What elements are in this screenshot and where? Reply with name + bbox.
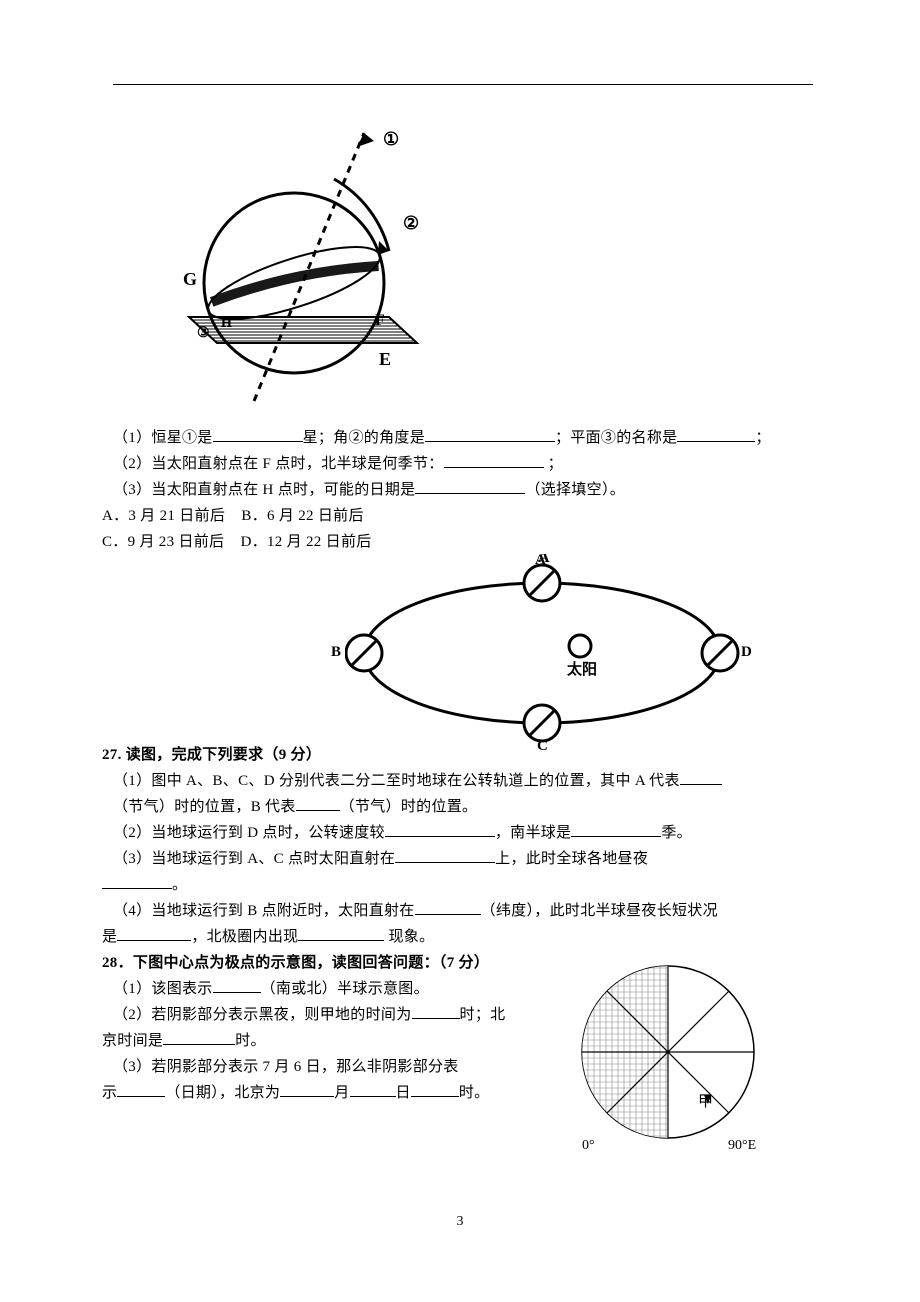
- q26-l1-b: 星；角②的角度是: [303, 430, 425, 446]
- figure-q26: ① ② G H F E ③: [179, 121, 434, 402]
- blank: [163, 1030, 235, 1045]
- page-number: 3: [0, 1214, 920, 1230]
- q26-l2-a: （2）当太阳直射点在 F 点时，北半球是何季节：: [113, 456, 444, 472]
- q27-line1: （1）图中 A、B、C、D 分别代表二分二至时地球在公转轨道上的位置，其中 A …: [113, 768, 825, 794]
- q27-l3a: （2）当地球运行到 D 点时，公转速度较: [113, 825, 385, 841]
- fig1-label-F: F: [375, 312, 385, 329]
- q26-l1-a: （1）恒星①是: [113, 430, 213, 446]
- q27-line3: （2）当地球运行到 D 点时，公转速度较 ，南半球是 季。: [113, 820, 825, 846]
- fig1-label-G: G: [183, 269, 197, 289]
- q27-l7a: 是: [102, 929, 117, 945]
- q28-l3b: 时。: [235, 1033, 266, 1049]
- q27-l5b: 。: [172, 877, 187, 893]
- blank: [117, 1082, 165, 1097]
- page-top-rule: [113, 84, 813, 85]
- fig1-label-1: ①: [383, 129, 399, 149]
- blank: [213, 978, 261, 993]
- q27-line6: （4）当地球运行到 B 点附近时，太阳直射在 （纬度），此时北半球昼夜长短状况: [113, 898, 825, 924]
- blank: [680, 770, 722, 785]
- q26-opt-b: B．6 月 22 日前后: [241, 508, 363, 524]
- q27-line2: （节气）时的位置，B 代表 （节气）时的位置。: [113, 794, 825, 820]
- fig3-jia: 甲: [698, 1090, 713, 1111]
- q26-line2: （2）当太阳直射点在 F 点时，北半球是何季节： ；: [113, 451, 825, 477]
- q28-line4: （3）若阴影部分表示 7 月 6 日，那么非阴影部分表: [113, 1054, 546, 1080]
- q28-l5e: 时。: [459, 1085, 490, 1101]
- blank: [677, 427, 755, 442]
- q28-l3a: 京时间是: [102, 1033, 163, 1049]
- q28-line5: 示 （日期），北京为 月 日 时。: [102, 1080, 535, 1106]
- blank: [411, 1082, 459, 1097]
- blank: [395, 848, 495, 863]
- q28-l5d: 日: [396, 1085, 411, 1101]
- q28-l5b: （日期），北京为: [165, 1085, 280, 1101]
- q27-line5: 。: [102, 872, 814, 898]
- q26-l1-c: ；平面③的名称是: [555, 430, 677, 446]
- blank: [296, 796, 340, 811]
- q28-l1a: （1）该图表示: [113, 981, 213, 997]
- q28-l5a: 示: [102, 1085, 117, 1101]
- q26-opt-c: C．9 月 23 日前后: [102, 534, 224, 550]
- q27-l7c: 现象。: [384, 929, 434, 945]
- blank: [298, 926, 384, 941]
- blank: [415, 900, 481, 915]
- q26-opt-a: A．3 月 21 日前后: [102, 508, 225, 524]
- blank: [415, 479, 525, 494]
- blank: [385, 822, 495, 837]
- fig1-label-3: ③: [197, 326, 210, 341]
- blank: [280, 1082, 334, 1097]
- q28-line1: （1）该图表示 （南或北）半球示意图。: [113, 976, 546, 1002]
- fig1-label-E: E: [379, 349, 391, 369]
- fig2-B: B: [331, 644, 341, 661]
- q26-l3-a: （3）当太阳直射点在 H 点时，可能的日期是: [113, 482, 415, 498]
- q28-l5c: 月: [334, 1085, 349, 1101]
- blank: [350, 1082, 396, 1097]
- q27-l3c: 季。: [661, 825, 692, 841]
- q27-l2b: （节气）时的位置。: [340, 799, 478, 815]
- q27-heading: 27. 读图，完成下列要求（9 分）: [102, 742, 814, 768]
- fig3-90e: 90°E: [728, 1138, 756, 1154]
- figure-q27: 太阳 A A B C D: [345, 554, 740, 750]
- q27-l7b: ，北极圈内出现: [191, 929, 298, 945]
- q27-l4b: 上，此时全球各地昼夜: [495, 851, 648, 867]
- blank: [102, 874, 172, 889]
- q26-l1-d: ；: [755, 430, 770, 446]
- fig1-label-2: ②: [403, 213, 419, 233]
- blank: [444, 453, 544, 468]
- fig2-D: D: [741, 644, 752, 661]
- blank: [213, 427, 303, 442]
- fig3-0deg: 0°: [582, 1138, 595, 1154]
- blank: [412, 1004, 460, 1019]
- q28-line3: 京时间是 时。: [102, 1028, 535, 1054]
- fig1-label-H: H: [221, 316, 232, 331]
- blank: [117, 926, 191, 941]
- q26-line3: （3）当太阳直射点在 H 点时，可能的日期是 （选择填空）。: [113, 477, 825, 503]
- q27-l6b: （纬度），此时北半球昼夜长短状况: [481, 903, 718, 919]
- q27-l1: （1）图中 A、B、C、D 分别代表二分二至时地球在公转轨道上的位置，其中 A …: [113, 773, 680, 789]
- fig2-A: A: [535, 552, 546, 569]
- svg-text:太阳: 太阳: [567, 660, 597, 678]
- q28-l2a: （2）若阴影部分表示黑夜，则甲地的时间为: [113, 1007, 412, 1023]
- q27-l3b: ，南半球是: [495, 825, 572, 841]
- q26-opt-d: D．12 月 22 日前后: [241, 534, 372, 550]
- q28-line2: （2）若阴影部分表示黑夜，则甲地的时间为 时；北: [113, 1002, 546, 1028]
- q26-l2-b: ；: [544, 456, 563, 472]
- q27-l2a: （节气）时的位置，B 代表: [113, 799, 296, 815]
- q27-line7: 是 ，北极圈内出现 现象。: [102, 924, 814, 950]
- q26-l3-b: （选择填空）。: [525, 482, 625, 498]
- q26-line1: （1）恒星①是 星；角②的角度是 ；平面③的名称是 ；: [113, 425, 825, 451]
- blank: [571, 822, 661, 837]
- blank: [425, 427, 555, 442]
- q27-l6a: （4）当地球运行到 B 点附近时，太阳直射在: [113, 903, 415, 919]
- figure-q28: 0° 甲 90°E: [558, 962, 798, 1162]
- q26-options-row1: A．3 月 21 日前后 B．6 月 22 日前后: [102, 503, 814, 529]
- q26-options-row2: C．9 月 23 日前后 D．12 月 22 日前后: [102, 529, 814, 555]
- q27-l4a: （3）当地球运行到 A、C 点时太阳直射在: [113, 851, 395, 867]
- q27-line4: （3）当地球运行到 A、C 点时太阳直射在 上，此时全球各地昼夜: [113, 846, 825, 872]
- q28-l1b: （南或北）半球示意图。: [261, 981, 429, 997]
- q28-l2b: 时；北: [460, 1007, 506, 1023]
